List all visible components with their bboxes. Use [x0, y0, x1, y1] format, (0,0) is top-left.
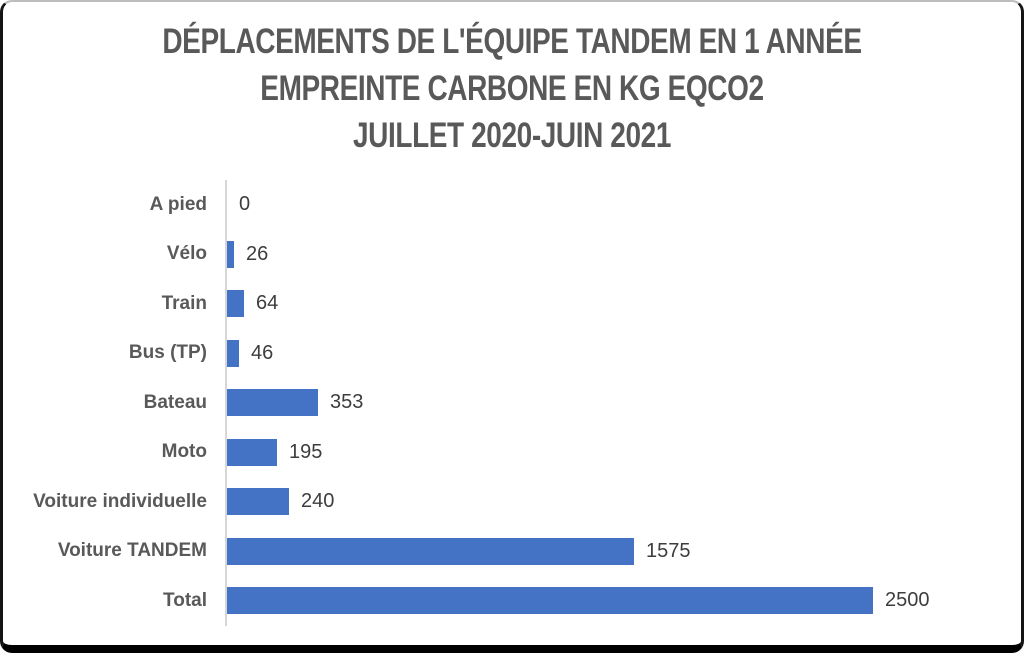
category-label: Train	[161, 292, 207, 314]
value-label: 2500	[885, 589, 930, 612]
bar-track: 1575	[225, 527, 1021, 577]
value-label: 240	[301, 490, 335, 513]
bar	[227, 438, 277, 466]
chart-row: Train 64	[3, 279, 1021, 329]
chart-row: Voiture TANDEM 1575	[3, 527, 1021, 577]
bar	[227, 290, 244, 318]
category-label: Bus (TP)	[128, 342, 207, 364]
bar-chart-plot-area: A pied 0 Vélo 26 Train 64 Bus (TP) 46 Bateau 353 M…	[3, 180, 1021, 626]
value-label: 46	[251, 341, 274, 364]
chart-row: Voiture individuelle 240	[3, 477, 1021, 527]
bar-track: 26	[225, 230, 1021, 280]
chart-title: DÉPLACEMENTS DE L'ÉQUIPE TANDEM EN 1 ANN…	[3, 18, 1021, 159]
chart-title-line-1: DÉPLACEMENTS DE L'ÉQUIPE TANDEM EN 1 ANN…	[162, 22, 862, 61]
value-label: 195	[289, 440, 323, 463]
category-label: Total	[163, 589, 207, 611]
bar-track: 0	[225, 180, 1021, 230]
chart-row: Bus (TP) 46	[3, 329, 1021, 379]
chart-row: Bateau 353	[3, 378, 1021, 428]
category-label: Moto	[161, 441, 207, 463]
bar-track: 240	[225, 477, 1021, 527]
chart-row: Total 2500	[3, 576, 1021, 626]
bar	[227, 339, 239, 367]
category-label: Bateau	[143, 391, 207, 413]
bar	[227, 537, 634, 565]
value-label: 0	[239, 193, 251, 216]
bar-track: 353	[225, 378, 1021, 428]
chart-title-line-2: EMPREINTE CARBONE EN KG EQCO2	[260, 69, 764, 108]
category-axis-line	[225, 180, 227, 626]
category-label: Vélo	[166, 243, 207, 265]
value-label: 64	[256, 292, 279, 315]
chart-row: A pied 0	[3, 180, 1021, 230]
category-label: Voiture individuelle	[33, 490, 207, 512]
bar	[227, 488, 289, 516]
chart-rows: A pied 0 Vélo 26 Train 64 Bus (TP) 46 Bateau 353 M…	[3, 180, 1021, 626]
value-label: 353	[330, 391, 364, 414]
bar	[227, 587, 873, 615]
bar	[227, 389, 318, 417]
bar-track: 195	[225, 428, 1021, 478]
category-label: Voiture TANDEM	[57, 540, 207, 562]
bar-track: 64	[225, 279, 1021, 329]
chart-title-line-3: JUILLET 2020-JUIN 2021	[352, 116, 671, 155]
bar	[227, 240, 234, 268]
value-label: 1575	[646, 539, 691, 562]
category-label: A pied	[149, 193, 207, 215]
value-label: 26	[246, 242, 269, 265]
bar-track: 2500	[225, 576, 1021, 626]
chart-row: Vélo 26	[3, 230, 1021, 280]
chart-row: Moto 195	[3, 428, 1021, 478]
bar-track: 46	[225, 329, 1021, 379]
